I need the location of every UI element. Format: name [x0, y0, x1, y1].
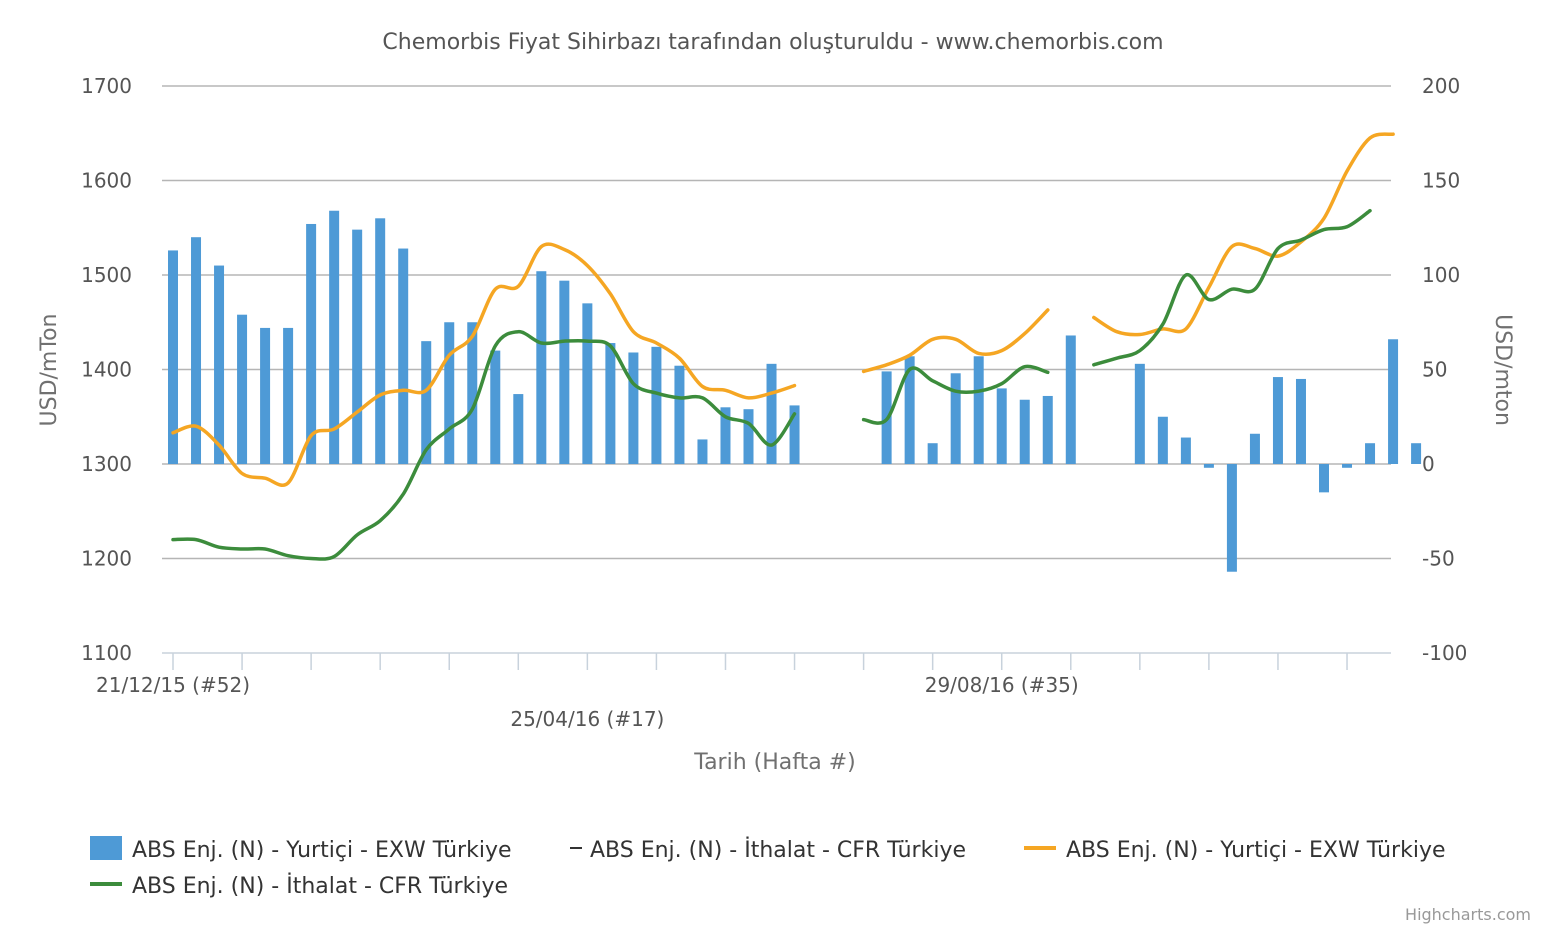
bar[interactable] [697, 439, 708, 464]
bar[interactable] [1157, 416, 1168, 464]
legend-label: ABS Enj. (N) - Yurtiçi - EXW Türkiye [132, 838, 512, 863]
bar[interactable] [1180, 437, 1191, 464]
bar[interactable] [1342, 464, 1353, 468]
bar[interactable] [651, 346, 662, 464]
bar[interactable] [467, 322, 478, 464]
bar[interactable] [789, 405, 800, 464]
grid-lines [162, 85, 1391, 560]
chart-title: Chemorbis Fiyat Sihirbazı tarafından olu… [382, 30, 1163, 55]
x-tick-label: 21/12/15 (#52) [96, 673, 250, 697]
y-axis-left-ticks: 1700 1600 1500 1400 1300 1200 1100 [81, 74, 132, 665]
y-right-tick-label: 150 [1422, 169, 1460, 193]
bar[interactable] [559, 280, 570, 464]
x-tick-label: 29/08/16 (#35) [925, 673, 1079, 697]
bar[interactable] [375, 218, 386, 464]
bar[interactable] [329, 210, 340, 464]
credits[interactable]: Highcharts.com [1405, 905, 1531, 924]
y-right-tick-label: 50 [1422, 358, 1447, 382]
legend-swatch [90, 836, 122, 860]
bar[interactable] [1388, 339, 1399, 464]
y-left-tick-label: 1700 [81, 74, 132, 98]
bar[interactable] [996, 388, 1007, 464]
series-line[interactable] [171, 329, 797, 561]
bar[interactable] [237, 314, 248, 464]
legend-item[interactable]: ABS Enj. (N) - İthalat - CFR Türkiye [570, 837, 966, 863]
y-left-tick-label: 1500 [81, 263, 132, 287]
bar[interactable] [1042, 395, 1053, 464]
x-tick-label: 25/04/16 (#17) [510, 707, 664, 731]
x-axis: 21/12/15 (#52) 25/04/16 (#17) 29/08/16 (#3… [96, 652, 1391, 731]
y-left-tick-label: 1200 [81, 547, 132, 571]
y-right-tick-label: 0 [1422, 452, 1435, 476]
bar[interactable] [214, 265, 225, 464]
y-axis-left-title: USD/mTon [37, 314, 62, 427]
y-left-tick-label: 1400 [81, 358, 132, 382]
bar[interactable] [628, 352, 639, 464]
bar[interactable] [605, 343, 616, 464]
bar[interactable] [904, 356, 915, 464]
bar[interactable] [398, 248, 409, 464]
bar[interactable] [674, 365, 685, 464]
bar[interactable] [720, 407, 731, 464]
x-axis-title: Tarih (Hafta #) [693, 750, 855, 775]
bar[interactable] [1065, 335, 1076, 464]
bar[interactable] [973, 356, 984, 464]
y-right-tick-label: -100 [1422, 641, 1467, 665]
series-line[interactable] [1092, 132, 1395, 337]
y-left-tick-label: 1600 [81, 169, 132, 193]
y-right-tick-label: 100 [1422, 263, 1460, 287]
bar[interactable] [306, 223, 317, 464]
bar[interactable] [1019, 399, 1030, 464]
bar[interactable] [582, 303, 593, 464]
series-line[interactable] [861, 308, 1050, 374]
legend-item[interactable]: ABS Enj. (N) - İthalat - CFR Türkiye [90, 873, 508, 899]
bar[interactable] [950, 373, 961, 464]
series-line[interactable] [171, 242, 797, 487]
bar[interactable] [766, 363, 777, 464]
bar[interactable] [927, 443, 938, 464]
bar[interactable] [283, 327, 294, 464]
legend-label: ABS Enj. (N) - Yurtiçi - EXW Türkiye [1066, 838, 1446, 863]
bar[interactable] [1226, 464, 1237, 572]
bar[interactable] [1319, 464, 1329, 493]
bar[interactable] [421, 341, 432, 464]
bar[interactable] [1365, 443, 1376, 464]
bar[interactable] [1411, 443, 1422, 464]
legend-item[interactable]: ABS Enj. (N) - Yurtiçi - EXW Türkiye [1024, 838, 1446, 863]
bar[interactable] [1203, 464, 1214, 468]
bar-series [168, 210, 1422, 572]
bar[interactable] [513, 394, 524, 464]
y-left-tick-label: 1300 [81, 452, 132, 476]
bar[interactable] [1249, 433, 1260, 464]
bar[interactable] [490, 350, 501, 464]
bar[interactable] [168, 250, 178, 464]
y-right-tick-label: 200 [1422, 74, 1460, 98]
bar[interactable] [260, 327, 271, 464]
line-series [171, 132, 1395, 561]
y-axis-right-ticks: 200 150 100 50 0 -50 -100 [1422, 74, 1467, 665]
bar[interactable] [743, 409, 754, 464]
legend-label: ABS Enj. (N) - İthalat - CFR Türkiye [590, 837, 966, 863]
y-axis-right-title: USD/mton [1490, 314, 1515, 426]
legend-label: ABS Enj. (N) - İthalat - CFR Türkiye [132, 873, 508, 899]
y-left-tick-label: 1100 [81, 641, 132, 665]
series-line[interactable] [861, 364, 1050, 425]
bar[interactable] [1134, 363, 1145, 464]
bar[interactable] [191, 237, 202, 464]
series-line[interactable] [1092, 208, 1372, 367]
bar[interactable] [1295, 378, 1306, 464]
legend: ABS Enj. (N) - Yurtiçi - EXW Türkiye ABS … [90, 836, 1446, 899]
y-right-tick-label: -50 [1422, 547, 1455, 571]
bar[interactable] [444, 322, 455, 464]
legend-item[interactable]: ABS Enj. (N) - Yurtiçi - EXW Türkiye [90, 836, 512, 863]
bar[interactable] [536, 271, 547, 464]
bar[interactable] [352, 229, 363, 464]
bar[interactable] [1272, 377, 1283, 464]
